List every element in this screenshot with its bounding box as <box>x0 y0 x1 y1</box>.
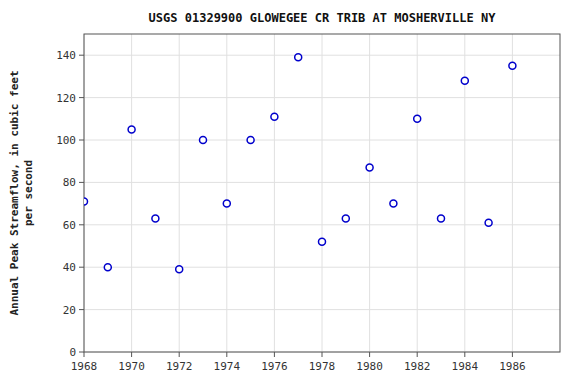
y-tick <box>79 55 84 56</box>
y-tick-label: 80 <box>63 176 76 189</box>
point <box>509 62 516 69</box>
x-tick <box>131 352 132 357</box>
chart-container: 1968 1970 1972 1974 1976 1978 1980 1982 1984 1986… <box>0 0 576 384</box>
x-grid-line <box>226 34 227 352</box>
y-grid-line <box>84 55 560 56</box>
title: USGS 01329900 GLOWEGEE CR TRIB AT MOSHER… <box>149 11 497 25</box>
y-axis-label: Annual Peak Streamflow, in cubic feetper… <box>8 70 35 315</box>
x-tick <box>84 352 85 357</box>
y-tick <box>79 352 84 353</box>
point <box>271 113 278 120</box>
point <box>414 115 421 122</box>
chart-svg: 1968 1970 1972 1974 1976 1978 1980 1982 1984 1986… <box>0 0 576 384</box>
point <box>295 54 302 61</box>
y-axis-label-line: per second <box>22 160 35 226</box>
y-tick-label: 0 <box>69 346 76 359</box>
y-tick <box>79 224 84 225</box>
y-tick-label: 20 <box>63 304 76 317</box>
y-tick-label: 40 <box>63 261 76 274</box>
axes: 1968 1970 1972 1974 1976 1978 1980 1982 1984 1986… <box>56 34 560 373</box>
x-tick-label: 1986 <box>499 360 526 373</box>
x-tick-label: 1972 <box>166 360 193 373</box>
y-tick <box>79 97 84 98</box>
point <box>128 126 135 133</box>
x-tick <box>369 352 370 357</box>
point <box>200 137 207 144</box>
point <box>461 77 468 84</box>
point <box>438 215 445 222</box>
x-grid-line <box>512 34 513 352</box>
x-tick-label: 1974 <box>214 360 241 373</box>
grid <box>84 34 560 352</box>
y-grid-line <box>84 309 560 310</box>
point <box>247 137 254 144</box>
x-tick-label: 1976 <box>261 360 288 373</box>
y-tick <box>79 309 84 310</box>
y-grid-line <box>84 140 560 141</box>
point <box>84 198 88 205</box>
x-grid-line <box>131 34 132 352</box>
x-grid-line <box>179 34 180 352</box>
x-tick-label: 1980 <box>356 360 383 373</box>
x-tick <box>274 352 275 357</box>
y-tick-label: 100 <box>56 134 76 147</box>
point <box>366 164 373 171</box>
y-grid-line <box>84 97 560 98</box>
x-tick-label: 1968 <box>71 360 98 373</box>
x-tick <box>226 352 227 357</box>
x-grid-line <box>369 34 370 352</box>
x-grid-line <box>322 34 323 352</box>
x-tick <box>417 352 418 357</box>
y-tick <box>79 182 84 183</box>
x-tick <box>322 352 323 357</box>
background <box>0 0 576 384</box>
x-grid-line <box>274 34 275 352</box>
y-tick <box>79 140 84 141</box>
x-tick <box>464 352 465 357</box>
points <box>84 54 516 273</box>
y-tick-label: 140 <box>56 49 76 62</box>
y-tick-label: 120 <box>56 92 76 105</box>
y-tick-label: 60 <box>63 219 76 232</box>
x-grid-line <box>417 34 418 352</box>
y-axis-label-line: Annual Peak Streamflow, in cubic feet <box>8 70 21 315</box>
plot-frame <box>84 34 560 352</box>
y-grid-line <box>84 182 560 183</box>
x-tick-label: 1982 <box>404 360 431 373</box>
point <box>390 200 397 207</box>
point <box>176 266 183 273</box>
point <box>342 215 349 222</box>
y-tick <box>79 267 84 268</box>
x-tick-label: 1978 <box>309 360 336 373</box>
point <box>152 215 159 222</box>
x-tick-label: 1970 <box>118 360 145 373</box>
x-tick <box>179 352 180 357</box>
point <box>485 219 492 226</box>
point <box>223 200 230 207</box>
x-tick <box>512 352 513 357</box>
point <box>104 264 111 271</box>
x-tick-label: 1984 <box>452 360 479 373</box>
y-grid-line <box>84 267 560 268</box>
point <box>319 238 326 245</box>
